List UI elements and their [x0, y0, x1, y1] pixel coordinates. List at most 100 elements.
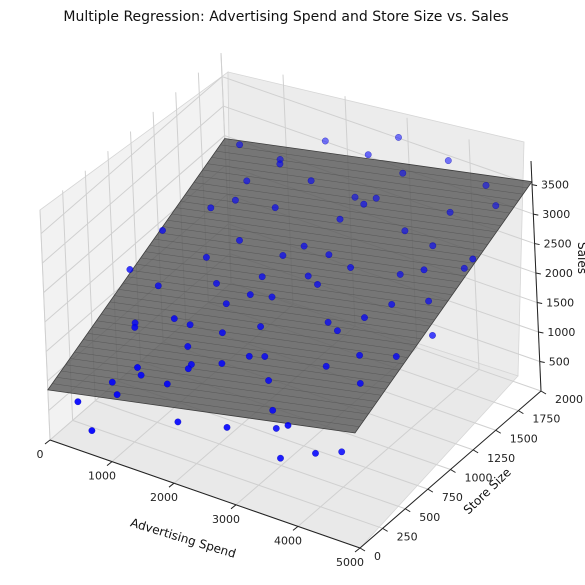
data-point: [218, 329, 226, 337]
data-point: [268, 293, 276, 301]
plane-mesh-line: [220, 144, 528, 189]
data-point: [336, 215, 344, 223]
data-point: [324, 318, 332, 326]
y-tick-mark: [427, 488, 434, 493]
x-tick-mark: [106, 461, 113, 466]
data-point: [245, 352, 253, 360]
y-tick-mark: [404, 508, 411, 513]
plane-mesh-line: [83, 339, 391, 383]
data-point: [279, 252, 287, 259]
grid-line-y-left: [39, 209, 51, 441]
data-point: [222, 300, 230, 308]
data-point: [271, 204, 279, 212]
plane-mesh-line: [105, 308, 413, 352]
y-tick-mark: [382, 527, 388, 532]
plane-mesh-line: [78, 345, 386, 390]
y-tick-label: 1750: [532, 413, 560, 426]
data-point: [322, 362, 330, 370]
data-point: [213, 279, 220, 287]
data-point: [446, 208, 454, 216]
data-point: [131, 323, 139, 331]
plane-mesh-line: [180, 201, 488, 245]
data-point: [372, 194, 380, 202]
plane-mesh-line: [65, 364, 373, 409]
data-point: [364, 151, 372, 159]
y-tick-label: 750: [442, 491, 463, 504]
plane-mesh-line: [100, 314, 409, 358]
data-point: [429, 242, 437, 250]
grid-line-z-back: [221, 76, 533, 186]
y-tick-mark: [450, 469, 456, 473]
plane-mesh-line: [162, 226, 471, 270]
y-tick-mark: [495, 429, 502, 434]
data-point: [269, 406, 277, 414]
data-point: [246, 291, 254, 299]
plane-mesh-line: [215, 150, 524, 195]
x-tick-mark: [292, 526, 299, 531]
x-tick-mark: [354, 547, 361, 553]
y-tick-mark: [518, 410, 524, 415]
y-tick-label: 0: [374, 550, 381, 563]
data-points: [74, 133, 500, 462]
y-tick-label: 1500: [510, 432, 538, 445]
data-point: [396, 270, 404, 278]
plane-mesh-line: [69, 358, 378, 402]
plane-mesh-line: [193, 182, 501, 226]
data-point: [304, 272, 312, 280]
x-axis-line: [49, 439, 361, 549]
x-tick-label: 1000: [88, 470, 116, 483]
x-tick-mark: [168, 482, 175, 488]
y-tick-label: 500: [419, 511, 440, 524]
data-point: [207, 204, 215, 212]
plane-mesh-line: [167, 220, 475, 264]
y-tick-mark: [472, 449, 479, 454]
plane-mesh-line: [153, 238, 462, 283]
z-tick-label: 3500: [541, 179, 569, 192]
data-point: [174, 418, 182, 426]
plane-mesh-line: [149, 245, 457, 289]
data-point: [163, 380, 171, 388]
data-point: [218, 360, 226, 367]
plane-mesh-line: [118, 289, 426, 333]
data-point: [126, 266, 134, 273]
z-tick-mark: [531, 184, 538, 187]
data-point: [425, 297, 433, 305]
x-tick-mark: [230, 504, 237, 510]
grid-line-y-floor: [95, 400, 406, 510]
data-point: [360, 200, 368, 208]
plane-mesh-line: [61, 370, 369, 415]
data-point: [420, 266, 428, 274]
data-point: [338, 448, 346, 456]
data-point: [137, 371, 145, 379]
data-point: [388, 300, 396, 308]
plane-mesh-line: [211, 157, 519, 201]
data-point: [356, 379, 364, 387]
data-point: [258, 273, 266, 281]
data-point: [231, 196, 239, 204]
data-point: [314, 280, 321, 288]
x-tick-label: 3000: [212, 513, 240, 526]
x-tick-label: 4000: [274, 534, 302, 547]
data-point: [392, 353, 400, 360]
data-point: [325, 251, 333, 259]
plane-mesh-line: [136, 264, 444, 308]
data-point: [154, 282, 162, 290]
z-tick-mark: [538, 331, 544, 334]
y-tick-mark: [540, 390, 547, 395]
plane-mesh-line: [92, 326, 400, 371]
data-point: [351, 193, 359, 201]
z-tick-mark: [535, 272, 541, 275]
data-point: [356, 351, 364, 359]
z-tick-label: 500: [549, 356, 570, 369]
plane-mesh-line: [56, 377, 364, 421]
y-tick-label: 1250: [487, 452, 515, 465]
plane-mesh-line: [207, 163, 515, 207]
data-point: [88, 427, 96, 435]
x-tick-label: 5000: [336, 556, 364, 569]
grid-line-z-left: [43, 135, 225, 293]
x-tick-label: 0: [37, 448, 44, 461]
z-axis-line: [530, 160, 542, 392]
data-point: [223, 423, 231, 431]
grid-line-y-floor: [72, 419, 383, 529]
